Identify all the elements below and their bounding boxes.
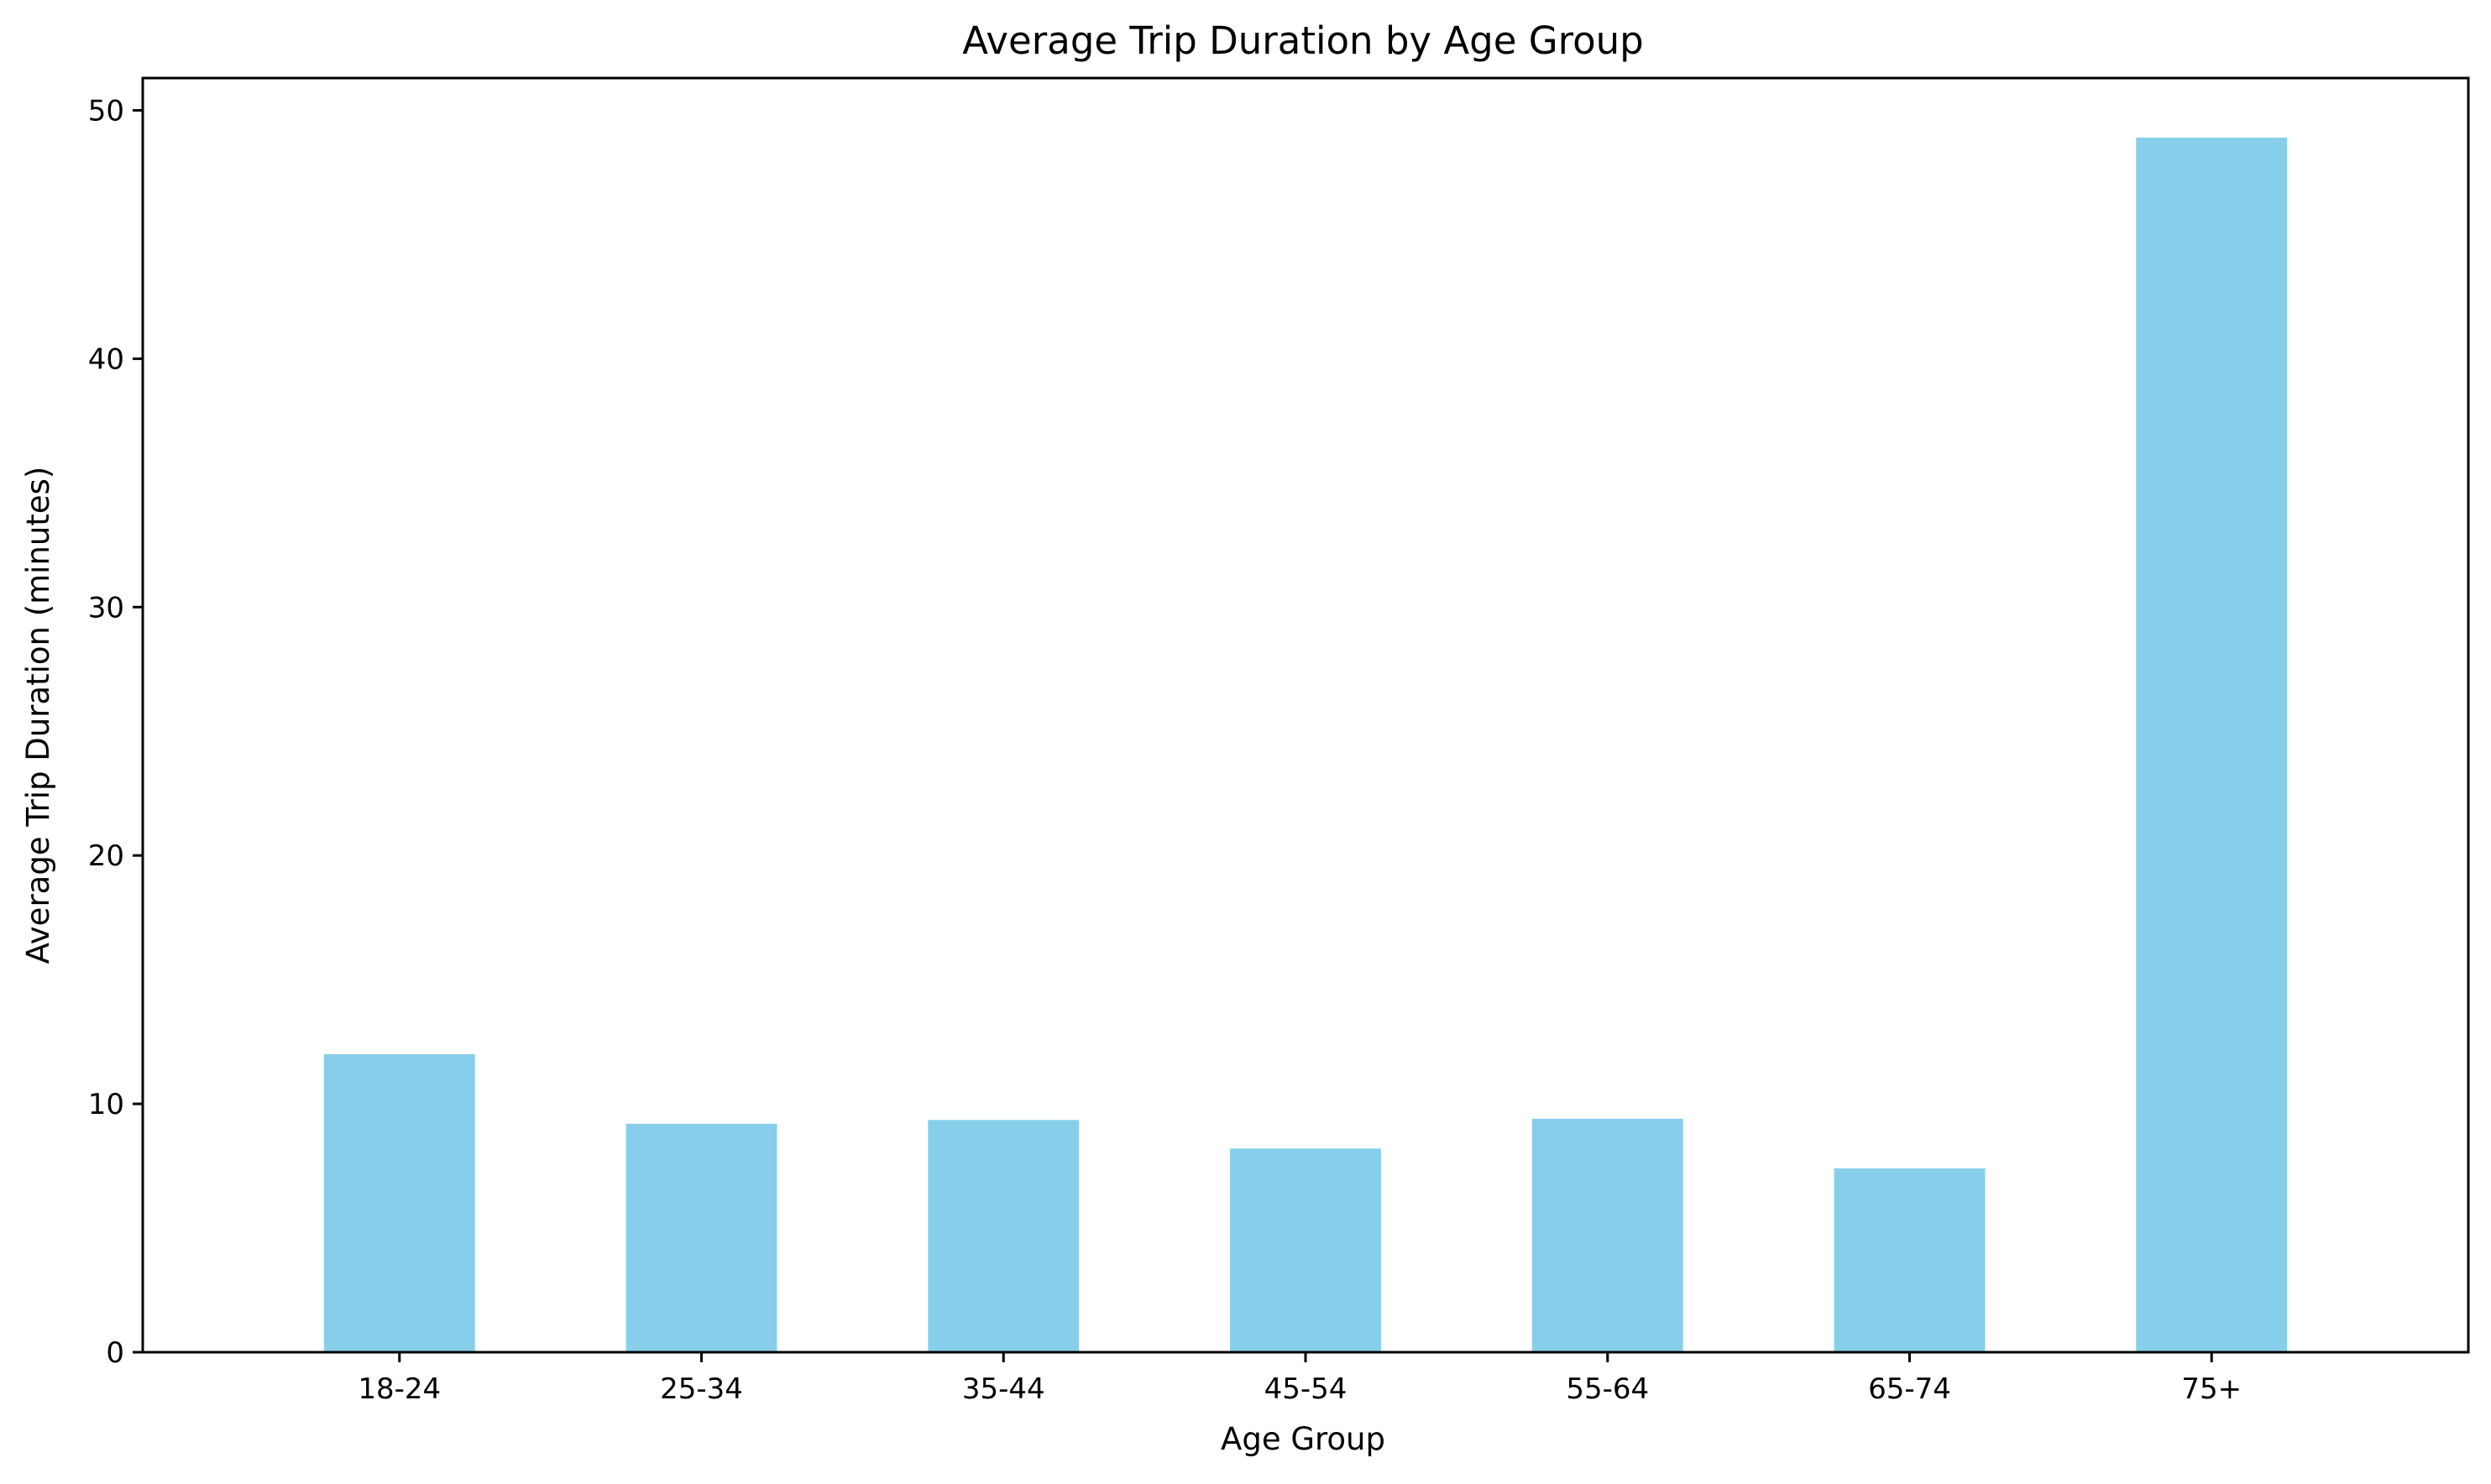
y-axis-label: Average Trip Duration (minutes) (20, 467, 56, 964)
bar-45-54 (1230, 1148, 1381, 1352)
x-tick-label: 35-44 (962, 1372, 1045, 1406)
y-axis: 0 10 20 30 40 50 (88, 94, 143, 1370)
y-tick-label: 30 (88, 591, 124, 624)
bar-75+ (2136, 138, 2288, 1352)
bar-35-44 (928, 1120, 1080, 1352)
x-tick-label: 65-74 (1868, 1372, 1951, 1406)
y-tick-label: 10 (88, 1088, 124, 1121)
x-tick-label: 75+ (2181, 1372, 2242, 1406)
y-tick-label: 0 (106, 1336, 124, 1370)
x-axis-label: Age Group (1221, 1421, 1385, 1457)
y-tick-label: 40 (88, 342, 124, 376)
axes-frame (141, 76, 2470, 1354)
bar-55-64 (1531, 1118, 1683, 1352)
x-tick-label: 18-24 (358, 1372, 441, 1406)
x-tick-label: 25-34 (660, 1372, 743, 1406)
bar-25-34 (625, 1123, 777, 1352)
y-tick-label: 50 (88, 94, 124, 128)
x-tick-label: 45-54 (1264, 1372, 1348, 1406)
bars-layer (323, 138, 2288, 1352)
bar-18-24 (323, 1053, 475, 1352)
chart-title: Average Trip Duration by Age Group (962, 18, 1643, 63)
y-tick-label: 20 (88, 839, 124, 873)
x-tick-label: 55-64 (1566, 1372, 1649, 1406)
x-axis: 18-24 25-34 35-44 45-54 55-64 65-74 75+ (358, 1352, 2242, 1406)
bar-65-74 (1834, 1168, 1986, 1352)
